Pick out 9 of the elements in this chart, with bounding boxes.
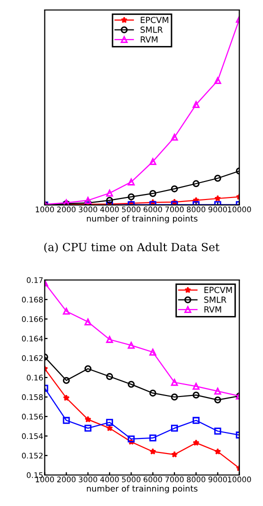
legend-label: EPCVM <box>140 16 168 24</box>
text: (a) CPU time on Adult Data Set <box>44 242 220 253</box>
legend-label: SMLR <box>204 296 226 303</box>
legend-label: EPCVM <box>204 286 232 294</box>
legend-label: RVM <box>204 306 222 312</box>
x-axis-title: number of trainning points <box>86 215 198 224</box>
legend-label: SMLR <box>140 26 163 33</box>
x-axis-title: number of trainning points <box>86 485 198 494</box>
legend-label: RVM <box>140 36 158 42</box>
